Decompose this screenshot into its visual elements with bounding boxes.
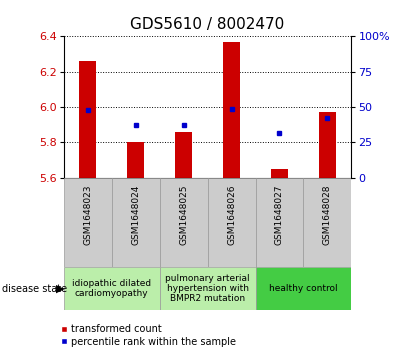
Text: idiopathic dilated
cardiomyopathy: idiopathic dilated cardiomyopathy bbox=[72, 279, 151, 298]
Text: pulmonary arterial
hypertension with
BMPR2 mutation: pulmonary arterial hypertension with BMP… bbox=[165, 274, 250, 303]
Bar bbox=[223, 42, 240, 178]
Bar bbox=[127, 143, 144, 178]
Title: GDS5610 / 8002470: GDS5610 / 8002470 bbox=[130, 17, 285, 32]
Text: ▶: ▶ bbox=[55, 284, 64, 294]
Bar bbox=[175, 132, 192, 178]
Text: GSM1648023: GSM1648023 bbox=[83, 185, 92, 245]
Bar bbox=[159, 267, 256, 310]
Text: healthy control: healthy control bbox=[269, 284, 338, 293]
Bar bbox=[208, 178, 256, 267]
Bar bbox=[271, 169, 288, 178]
Bar bbox=[256, 178, 303, 267]
Bar bbox=[64, 178, 112, 267]
Bar bbox=[256, 267, 351, 310]
Text: GSM1648028: GSM1648028 bbox=[323, 185, 332, 245]
Text: GSM1648025: GSM1648025 bbox=[179, 185, 188, 245]
Bar bbox=[79, 61, 96, 178]
Bar bbox=[159, 178, 208, 267]
Bar bbox=[64, 267, 159, 310]
Legend: transformed count, percentile rank within the sample: transformed count, percentile rank withi… bbox=[60, 324, 236, 347]
Text: GSM1648026: GSM1648026 bbox=[227, 185, 236, 245]
Bar bbox=[319, 113, 336, 178]
Text: disease state: disease state bbox=[2, 284, 67, 294]
Text: GSM1648024: GSM1648024 bbox=[131, 185, 140, 245]
Bar bbox=[112, 178, 159, 267]
Bar bbox=[303, 178, 351, 267]
Text: GSM1648027: GSM1648027 bbox=[275, 185, 284, 245]
